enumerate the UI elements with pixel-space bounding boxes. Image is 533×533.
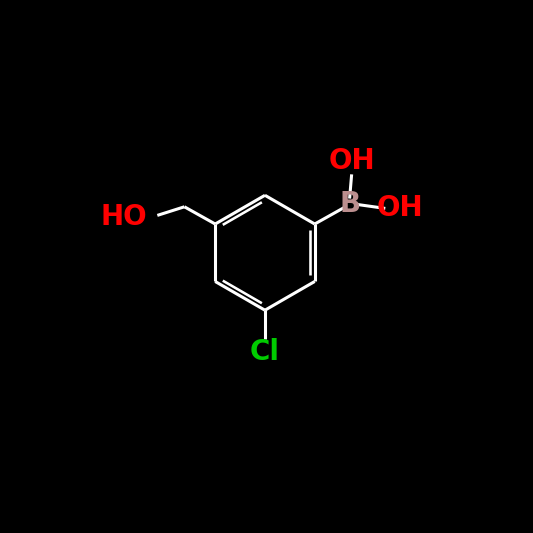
Text: HO: HO: [100, 203, 147, 231]
Text: OH: OH: [328, 147, 375, 175]
Text: Cl: Cl: [250, 338, 280, 367]
Text: B: B: [339, 190, 360, 219]
Text: OH: OH: [377, 195, 423, 222]
